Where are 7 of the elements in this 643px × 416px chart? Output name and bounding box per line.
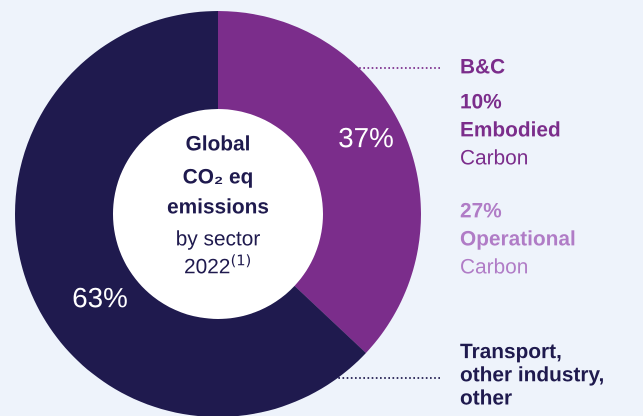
data-label: 37% xyxy=(339,128,393,148)
slice-label: B&C xyxy=(461,58,505,74)
slice-label: Transport, other industry, other xyxy=(460,344,603,405)
text: 27% Operational Carbon xyxy=(460,202,574,274)
data-label: 63% xyxy=(74,288,127,308)
text: 10% Embodied Carbon xyxy=(461,94,560,165)
text: Global CO₂ eq emissions by sector 2022$^{(1)}$ xyxy=(168,135,268,274)
